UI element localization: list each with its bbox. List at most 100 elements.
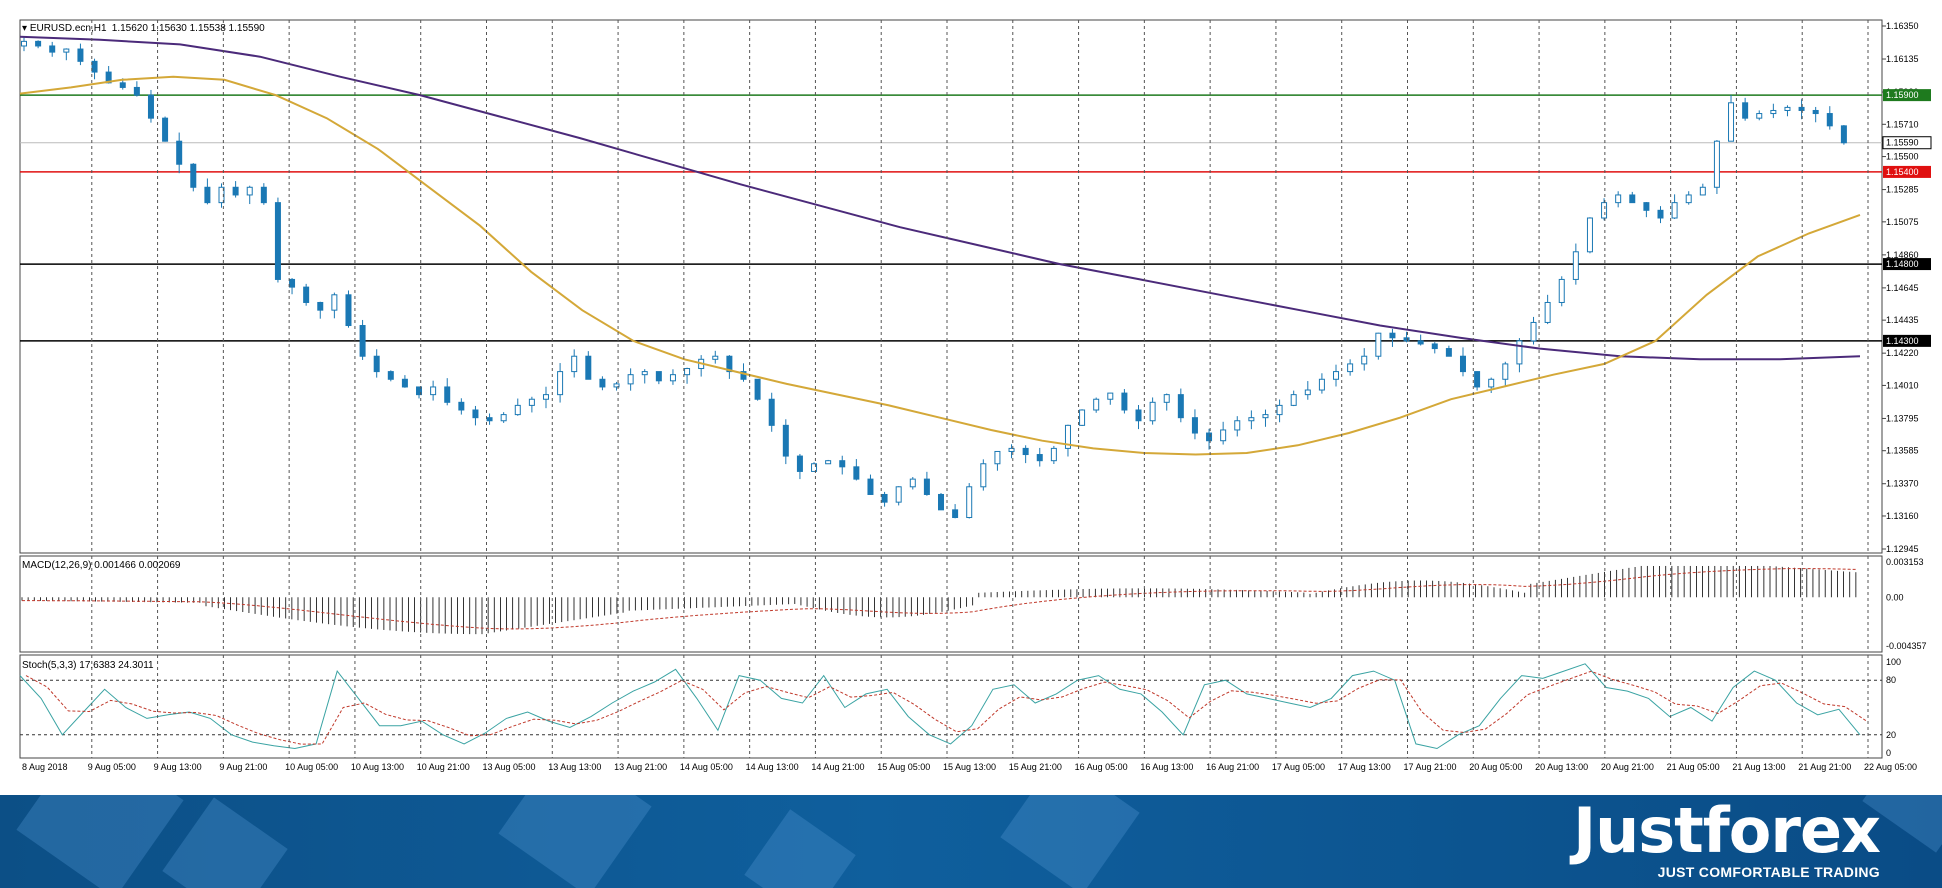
time-tick-label: 15 Aug 21:00 bbox=[1009, 762, 1062, 772]
candle-body bbox=[966, 486, 973, 519]
price-tick-label: 1.12945 bbox=[1886, 544, 1919, 554]
candle-body bbox=[881, 493, 888, 503]
time-tick-label: 8 Aug 2018 bbox=[22, 762, 68, 772]
candle-body bbox=[500, 414, 507, 422]
level-tag bbox=[1883, 258, 1931, 271]
candle-body bbox=[557, 371, 564, 396]
level-tag-label: 1.14800 bbox=[1886, 259, 1919, 269]
price-tick-label: 1.14220 bbox=[1886, 348, 1919, 358]
time-tick-label: 21 Aug 05:00 bbox=[1667, 762, 1720, 772]
candle-body bbox=[1488, 378, 1495, 388]
candle-body bbox=[867, 478, 874, 495]
candle-body bbox=[1798, 106, 1805, 111]
candle-body bbox=[1375, 332, 1382, 357]
candle-body bbox=[1756, 113, 1763, 119]
price-tick-label: 1.15075 bbox=[1886, 217, 1919, 227]
candle-body bbox=[274, 202, 281, 280]
candle-body bbox=[246, 186, 253, 196]
time-tick-label: 14 Aug 05:00 bbox=[680, 762, 733, 772]
brand-tagline: JUST COMFORTABLE TRADING bbox=[1657, 864, 1880, 880]
candle-body bbox=[1191, 417, 1198, 434]
candle-body bbox=[909, 478, 916, 488]
candle-body bbox=[232, 186, 239, 196]
candle-body bbox=[359, 325, 366, 357]
macd-tick-label: 0.00 bbox=[1886, 592, 1904, 602]
candle-body bbox=[1206, 432, 1213, 442]
time-tick-label: 13 Aug 21:00 bbox=[614, 762, 667, 772]
candle-body bbox=[472, 409, 479, 419]
chart-header: ▾ EURUSD.ecn,H1 1.15620 1.15630 1.15538 1… bbox=[22, 23, 265, 34]
stochastic-panel: 100 80 20 0 bbox=[19, 654, 1901, 759]
price-tick-label: 1.15710 bbox=[1886, 119, 1919, 129]
time-tick-label: 10 Aug 21:00 bbox=[417, 762, 470, 772]
candle-body bbox=[1093, 398, 1100, 411]
level-tag-label: 1.14300 bbox=[1886, 336, 1919, 346]
candle-body bbox=[768, 398, 775, 426]
price-tick-label: 1.13585 bbox=[1886, 446, 1919, 456]
candle-body bbox=[1784, 106, 1791, 111]
moving-average-slow bbox=[19, 35, 1861, 361]
price-tick-label: 1.13370 bbox=[1886, 479, 1919, 489]
time-tick-label: 13 Aug 13:00 bbox=[548, 762, 601, 772]
candle-body bbox=[1347, 363, 1354, 373]
candle-body bbox=[218, 186, 225, 204]
candle-body bbox=[1459, 355, 1466, 373]
candle-body bbox=[1615, 194, 1622, 204]
candle-body bbox=[373, 355, 380, 373]
current-price-tag bbox=[1882, 136, 1932, 150]
price-tick-label: 1.16135 bbox=[1886, 54, 1919, 64]
candle-body bbox=[1177, 394, 1184, 419]
time-tick-label: 9 Aug 13:00 bbox=[154, 762, 202, 772]
macd-signal-line bbox=[22, 568, 1856, 630]
time-tick-label: 17 Aug 05:00 bbox=[1272, 762, 1325, 772]
candle-body bbox=[1417, 340, 1424, 345]
price-tick-label: 1.14010 bbox=[1886, 380, 1919, 390]
candle-body bbox=[1699, 186, 1706, 196]
time-tick-label: 17 Aug 13:00 bbox=[1338, 762, 1391, 772]
stochastic-signal-line bbox=[25, 670, 1867, 745]
candle-body bbox=[1474, 371, 1481, 388]
candle-body bbox=[190, 163, 197, 188]
candle-body bbox=[1121, 392, 1128, 411]
stochastic-tick-label: 0 bbox=[1886, 748, 1891, 758]
candle-body bbox=[895, 486, 902, 503]
stochastic-label: Stoch(5,3,3) 17.6383 24.3011 bbox=[22, 660, 154, 671]
candle-body bbox=[105, 71, 112, 84]
price-chart: 1.163501.161351.159201.157101.155001.152… bbox=[19, 19, 1932, 772]
candle-body bbox=[1826, 113, 1833, 127]
candle-body bbox=[825, 460, 832, 465]
candle-body bbox=[1333, 371, 1340, 380]
candle-body bbox=[782, 424, 789, 457]
candle-body bbox=[754, 378, 761, 400]
candle-body bbox=[980, 463, 987, 488]
candle-body bbox=[669, 374, 676, 382]
time-axis: 8 Aug 2018 9 Aug 05:00 9 Aug 13:00 9 Aug 21… bbox=[22, 20, 1917, 772]
candle-body bbox=[585, 355, 592, 380]
candle-body bbox=[1770, 109, 1777, 115]
stochastic-tick-label: 80 bbox=[1886, 675, 1896, 685]
time-tick-label: 10 Aug 05:00 bbox=[285, 762, 338, 772]
candle-body bbox=[1516, 340, 1523, 365]
time-tick-label: 16 Aug 21:00 bbox=[1206, 762, 1259, 772]
candle-body bbox=[1643, 202, 1650, 211]
candle-body bbox=[303, 286, 310, 303]
main-price-panel: 1.163501.161351.159201.157101.155001.152… bbox=[19, 19, 1932, 554]
candle-body bbox=[1812, 109, 1819, 115]
collapse-triangle-icon[interactable]: ▾ bbox=[22, 23, 30, 34]
candle-body bbox=[35, 40, 42, 47]
time-tick-label: 14 Aug 21:00 bbox=[811, 762, 864, 772]
price-tick-label: 1.15285 bbox=[1886, 185, 1919, 195]
candle-body bbox=[1431, 343, 1438, 350]
candle-body bbox=[712, 355, 719, 360]
current-price-tag-label: 1.15590 bbox=[1886, 138, 1919, 148]
candle-body bbox=[1050, 447, 1057, 462]
candle-body bbox=[401, 378, 408, 388]
candle-body bbox=[796, 455, 803, 472]
candle-body bbox=[387, 371, 394, 380]
stochastic-panel-frame bbox=[19, 654, 1883, 759]
candle-body bbox=[923, 478, 930, 495]
level-tag bbox=[1883, 334, 1931, 347]
macd-tick-label: -0.004357 bbox=[1886, 641, 1927, 651]
candle-body bbox=[331, 294, 338, 311]
candle-body bbox=[162, 117, 169, 142]
